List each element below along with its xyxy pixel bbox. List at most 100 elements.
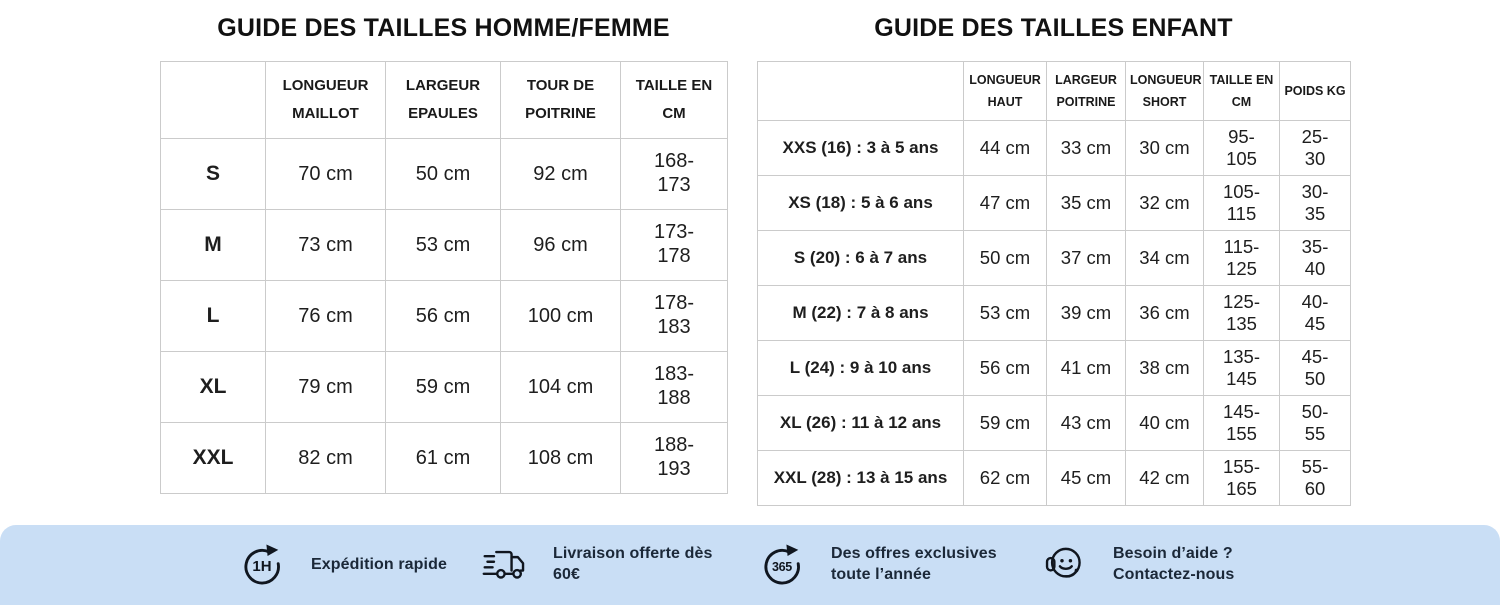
value-cell: 40 cm bbox=[1125, 395, 1204, 451]
value-cell: 96 cm bbox=[500, 209, 621, 281]
value-cell: 38 cm bbox=[1125, 340, 1204, 396]
value-cell: 37 cm bbox=[1046, 230, 1126, 286]
value-cell: 92 cm bbox=[500, 138, 621, 210]
benefit-fast-dispatch: 1H Expédition rapide bbox=[239, 542, 447, 588]
header-cell-longueur-short: LONGUEUR SHORT bbox=[1125, 61, 1204, 121]
header-cell-empty bbox=[757, 61, 964, 121]
delivery-truck-icon bbox=[481, 542, 527, 588]
table-row: XS (18) : 5 à 6 ans 47 cm 35 cm 32 cm 105-11… bbox=[757, 175, 1351, 231]
benefit-free-shipping-label: Livraison offerte dès 60€ bbox=[552, 545, 713, 583]
value-cell: 70 cm bbox=[265, 138, 386, 210]
header-cell-largeur-epaules: LARGEUR EPAULES bbox=[385, 61, 501, 139]
value-cell: 47 cm bbox=[963, 175, 1047, 231]
size-label-cell: M (22) : 7 à 8 ans bbox=[757, 285, 964, 341]
value-cell: 45 cm bbox=[1046, 450, 1126, 506]
table-row: XXL (28) : 13 à 15 ans 62 cm 45 cm 42 cm 155… bbox=[757, 450, 1351, 506]
benefit-contact-support-label: Besoin d’aide ? Contactez-nous bbox=[1112, 545, 1235, 583]
table-row: XL 79 cm 59 cm 104 cm 183-188 bbox=[160, 351, 728, 423]
header-cell-poids-kg: POIDS KG bbox=[1279, 61, 1351, 121]
benefit-exclusive-offers: 365 Des offres exclusives toute l’année bbox=[759, 542, 1007, 588]
size-label-cell: XXL bbox=[160, 422, 266, 494]
size-label-cell: XL bbox=[160, 351, 266, 423]
one-hour-badge-label: 1H bbox=[252, 558, 272, 575]
header-cell-largeur-poitrine: LARGEUR POITRINE bbox=[1046, 61, 1126, 121]
value-cell: 56 cm bbox=[385, 280, 501, 352]
table-row: XXL 82 cm 61 cm 108 cm 188-193 bbox=[160, 422, 728, 494]
benefit-exclusive-offers-label: Des offres exclusives toute l’année bbox=[830, 545, 997, 583]
value-cell: 95-105 bbox=[1203, 120, 1280, 176]
value-cell: 50 cm bbox=[963, 230, 1047, 286]
value-cell: 135-145 bbox=[1203, 340, 1280, 396]
value-cell: 104 cm bbox=[500, 351, 621, 423]
header-cell-taille-en-cm: TAILLE EN CM bbox=[1203, 61, 1280, 121]
value-cell: 53 cm bbox=[385, 209, 501, 281]
value-cell: 45-50 bbox=[1279, 340, 1351, 396]
size-label-cell: L bbox=[160, 280, 266, 352]
year-badge-label: 365 bbox=[771, 559, 792, 574]
value-cell: 35-40 bbox=[1279, 230, 1351, 286]
value-cell: 73 cm bbox=[265, 209, 386, 281]
size-label-cell: M bbox=[160, 209, 266, 281]
value-cell: 62 cm bbox=[963, 450, 1047, 506]
benefit-free-shipping: Livraison offerte dès 60€ bbox=[481, 542, 725, 588]
value-cell: 155-165 bbox=[1203, 450, 1280, 506]
value-cell: 42 cm bbox=[1125, 450, 1204, 506]
value-cell: 183-188 bbox=[620, 351, 728, 423]
year-round-offers-icon: 365 bbox=[759, 542, 805, 588]
size-label-cell: L (24) : 9 à 10 ans bbox=[757, 340, 964, 396]
value-cell: 168-173 bbox=[620, 138, 728, 210]
value-cell: 44 cm bbox=[963, 120, 1047, 176]
value-cell: 188-193 bbox=[620, 422, 728, 494]
size-label-cell: XS (18) : 5 à 6 ans bbox=[757, 175, 964, 231]
kids-size-guide-section: GUIDE DES TAILLES ENFANT LONGUEUR HAUT L… bbox=[757, 8, 1351, 506]
value-cell: 76 cm bbox=[265, 280, 386, 352]
benefit-contact-support[interactable]: Besoin d’aide ? Contactez-nous bbox=[1041, 542, 1261, 588]
value-cell: 35 cm bbox=[1046, 175, 1126, 231]
one-hour-dispatch-icon: 1H bbox=[239, 542, 285, 588]
table-row: XXS (16) : 3 à 5 ans 44 cm 33 cm 30 cm 95-10… bbox=[757, 120, 1351, 176]
value-cell: 43 cm bbox=[1046, 395, 1126, 451]
value-cell: 79 cm bbox=[265, 351, 386, 423]
table-row: L (24) : 9 à 10 ans 56 cm 41 cm 38 cm 135-14… bbox=[757, 340, 1351, 396]
value-cell: 32 cm bbox=[1125, 175, 1204, 231]
size-label-cell: S (20) : 6 à 7 ans bbox=[757, 230, 964, 286]
value-cell: 53 cm bbox=[963, 285, 1047, 341]
adult-size-guide-section: GUIDE DES TAILLES HOMME/FEMME LONGUEUR M… bbox=[160, 8, 728, 494]
value-cell: 40-45 bbox=[1279, 285, 1351, 341]
adult-size-table: LONGUEUR MAILLOT LARGEUR EPAULES TOUR DE… bbox=[160, 61, 728, 494]
header-cell-tour-de-poitrine: TOUR DE POITRINE bbox=[500, 61, 621, 139]
adult-guide-title: GUIDE DES TAILLES HOMME/FEMME bbox=[217, 14, 670, 42]
table-row: M 73 cm 53 cm 96 cm 173-178 bbox=[160, 209, 728, 281]
value-cell: 33 cm bbox=[1046, 120, 1126, 176]
table-row: S 70 cm 50 cm 92 cm 168-173 bbox=[160, 138, 728, 210]
value-cell: 145-155 bbox=[1203, 395, 1280, 451]
value-cell: 41 cm bbox=[1046, 340, 1126, 396]
header-cell-longueur-maillot: LONGUEUR MAILLOT bbox=[265, 61, 386, 139]
kids-header-row: LONGUEUR HAUT LARGEUR POITRINE LONGUEUR … bbox=[757, 61, 1351, 121]
value-cell: 108 cm bbox=[500, 422, 621, 494]
value-cell: 30 cm bbox=[1125, 120, 1204, 176]
value-cell: 105-115 bbox=[1203, 175, 1280, 231]
value-cell: 125-135 bbox=[1203, 285, 1280, 341]
value-cell: 36 cm bbox=[1125, 285, 1204, 341]
size-label-cell: S bbox=[160, 138, 266, 210]
table-row: L 76 cm 56 cm 100 cm 178-183 bbox=[160, 280, 728, 352]
size-label-cell: XXS (16) : 3 à 5 ans bbox=[757, 120, 964, 176]
size-label-cell: XL (26) : 11 à 12 ans bbox=[757, 395, 964, 451]
table-row: M (22) : 7 à 8 ans 53 cm 39 cm 36 cm 125-135… bbox=[757, 285, 1351, 341]
value-cell: 39 cm bbox=[1046, 285, 1126, 341]
value-cell: 25-30 bbox=[1279, 120, 1351, 176]
value-cell: 61 cm bbox=[385, 422, 501, 494]
table-row: XL (26) : 11 à 12 ans 59 cm 43 cm 40 cm 145-… bbox=[757, 395, 1351, 451]
header-cell-empty bbox=[160, 61, 266, 139]
value-cell: 56 cm bbox=[963, 340, 1047, 396]
value-cell: 173-178 bbox=[620, 209, 728, 281]
adult-header-row: LONGUEUR MAILLOT LARGEUR EPAULES TOUR DE… bbox=[160, 61, 728, 139]
header-cell-taille-en-cm: TAILLE EN CM bbox=[620, 61, 728, 139]
table-row: S (20) : 6 à 7 ans 50 cm 37 cm 34 cm 115-125… bbox=[757, 230, 1351, 286]
value-cell: 30-35 bbox=[1279, 175, 1351, 231]
value-cell: 59 cm bbox=[963, 395, 1047, 451]
value-cell: 178-183 bbox=[620, 280, 728, 352]
kids-size-table: LONGUEUR HAUT LARGEUR POITRINE LONGUEUR … bbox=[757, 61, 1351, 506]
kids-guide-title: GUIDE DES TAILLES ENFANT bbox=[874, 14, 1233, 42]
